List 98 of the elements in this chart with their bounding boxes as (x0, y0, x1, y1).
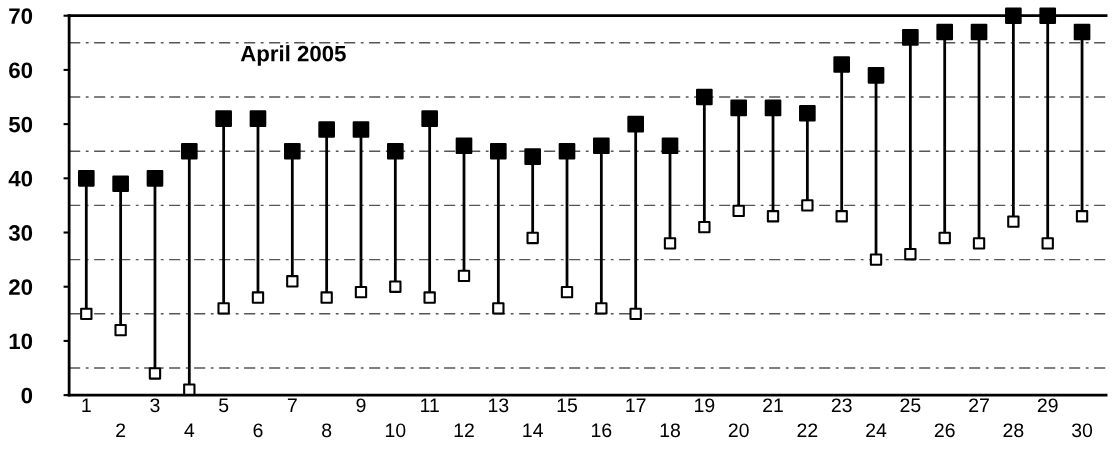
point (180, 142, 198, 160)
point (1073, 23, 1091, 41)
point (766, 210, 780, 223)
point (970, 23, 988, 41)
point (799, 104, 816, 122)
x-tick-label: 7 (287, 398, 297, 412)
point (148, 367, 162, 380)
x-tick-label: 13 (489, 398, 509, 413)
point (526, 231, 539, 245)
x-tick-label: 24 (866, 423, 887, 437)
x-tick-label: 26 (934, 423, 955, 438)
point (352, 121, 370, 138)
point (455, 137, 473, 155)
point (490, 142, 507, 160)
point (938, 231, 951, 245)
point (627, 115, 644, 133)
x-tick-label: 27 (969, 398, 989, 412)
point (354, 285, 368, 299)
y-tick-label: 40 (8, 170, 33, 187)
point (902, 29, 919, 46)
point (457, 269, 471, 283)
point (524, 148, 541, 165)
point (283, 142, 301, 160)
point (318, 121, 335, 138)
x-tick-label: 10 (385, 423, 406, 438)
x-tick-label: 21 (763, 398, 783, 412)
point (77, 169, 95, 187)
point (251, 291, 265, 304)
point (801, 199, 814, 212)
point (835, 210, 848, 223)
x-tick-label: 6 (253, 423, 263, 438)
y-tick-label: 30 (8, 225, 33, 241)
point (421, 110, 438, 128)
point (972, 237, 986, 250)
point (904, 248, 917, 261)
point (114, 323, 127, 337)
y-tick-label: 70 (9, 8, 33, 24)
point (593, 137, 610, 155)
y-tick-label: 0 (21, 387, 33, 404)
point (112, 175, 129, 193)
text: April 2005 (240, 45, 346, 66)
point (696, 88, 713, 106)
x-tick-label: 9 (356, 398, 366, 413)
x-tick-label: 5 (219, 398, 229, 413)
x-tick-label: 3 (150, 398, 160, 413)
point (869, 253, 883, 266)
point (1005, 7, 1022, 25)
point (249, 110, 267, 128)
point (320, 291, 333, 304)
point (730, 99, 748, 117)
x-tick-label: 18 (660, 423, 680, 438)
point (423, 291, 436, 304)
point (1041, 237, 1054, 250)
x-tick-label: 15 (557, 398, 577, 413)
x-tick-label: 2 (116, 423, 126, 437)
x-tick-label: 20 (728, 423, 749, 438)
point (629, 307, 642, 321)
point (80, 307, 93, 321)
x-tick-label: 23 (831, 398, 852, 413)
point (833, 56, 851, 73)
point (558, 142, 576, 160)
point (146, 169, 164, 187)
point (663, 237, 677, 250)
point (1075, 210, 1089, 223)
y-tick-label: 60 (9, 62, 33, 79)
point (698, 220, 711, 234)
x-tick-label: 1 (82, 398, 91, 412)
point (661, 137, 679, 155)
y-tick-label: 20 (9, 279, 33, 295)
point (732, 204, 745, 218)
y-tick-label: 50 (8, 116, 33, 133)
y-tick-label: 10 (9, 333, 33, 350)
x-tick-label: 28 (1003, 423, 1024, 438)
point (764, 99, 782, 117)
point (560, 285, 574, 299)
x-tick-label: 22 (797, 423, 818, 437)
x-tick-label: 25 (900, 398, 921, 413)
x-tick-label: 4 (184, 423, 195, 437)
x-tick-label: 8 (322, 423, 332, 438)
point (1007, 215, 1020, 228)
point (217, 302, 230, 315)
point (387, 142, 404, 160)
x-tick-label: 12 (454, 423, 474, 437)
point (867, 67, 885, 84)
point (389, 280, 402, 293)
point (492, 302, 505, 315)
x-tick-label: 19 (695, 398, 715, 413)
x-tick-label: 16 (592, 423, 612, 438)
point (1039, 7, 1057, 25)
point (936, 23, 954, 41)
x-tick-label: 30 (1071, 423, 1093, 438)
x-tick-label: 29 (1037, 398, 1058, 413)
point (286, 275, 299, 288)
x-tick-label: 14 (523, 423, 543, 437)
x-tick-label: 17 (626, 398, 646, 412)
point (215, 110, 232, 128)
x-tick-label: 11 (421, 398, 439, 412)
point (595, 302, 608, 315)
